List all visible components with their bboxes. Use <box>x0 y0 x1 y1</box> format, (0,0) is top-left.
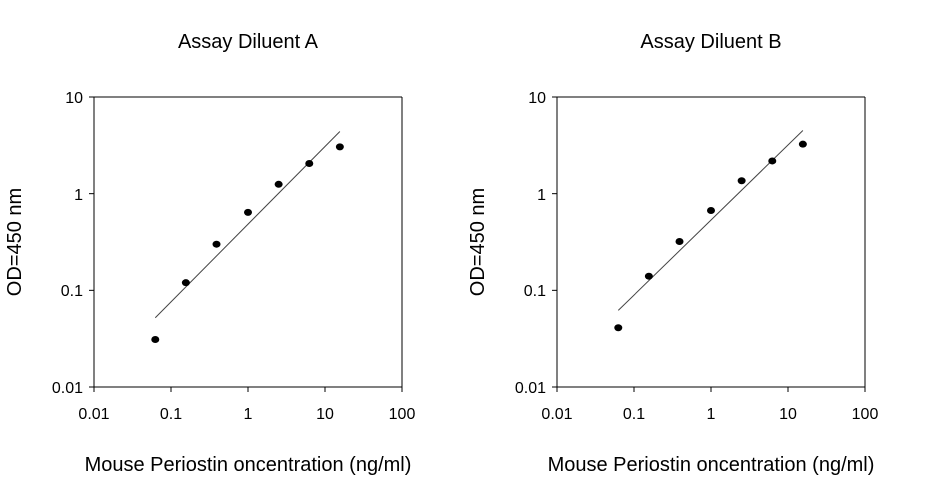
x-tick-label-a-2: 1 <box>244 406 253 423</box>
y-tick-label-b-2: 1 <box>537 187 546 204</box>
y-tick-label-a-2: 1 <box>74 187 83 204</box>
chart-title-b: Assay Diluent B <box>640 31 781 53</box>
y-tick-label-b-3: 10 <box>528 90 546 107</box>
trend-line-a <box>154 131 341 319</box>
x-tick-label-b-3: 10 <box>779 406 797 423</box>
axis-ticks-a <box>89 96 403 392</box>
data-point-b-3 <box>707 206 715 214</box>
data-marks-b <box>614 130 807 332</box>
y-tick-label-b-1: 0.1 <box>524 283 546 300</box>
chart-title-a: Assay Diluent A <box>178 31 319 53</box>
axis-ticks-b <box>552 96 866 392</box>
data-point-b-4 <box>737 177 746 185</box>
data-point-b-2 <box>675 238 684 246</box>
data-point-b-6 <box>798 140 807 148</box>
data-marks-a <box>151 131 344 344</box>
chart-panel-a: Assay Diluent A OD=450 nm Mouse Periosti… <box>4 31 415 476</box>
x-tick-label-a-3: 10 <box>316 406 334 423</box>
data-point-a-5 <box>305 160 314 168</box>
data-point-a-2 <box>212 240 221 248</box>
x-tick-label-a-1: 0.1 <box>160 406 182 423</box>
y-axis-label-b: OD=450 nm <box>467 188 489 296</box>
data-point-a-3 <box>244 208 252 216</box>
data-point-a-0 <box>151 336 160 344</box>
data-point-b-5 <box>768 157 777 165</box>
x-axis-label-a: Mouse Periostin oncentration (ng/ml) <box>85 454 412 476</box>
x-tick-label-b-2: 1 <box>707 406 716 423</box>
x-tick-label-a-0: 0.01 <box>78 406 109 423</box>
y-axis-label-a: OD=450 nm <box>4 188 26 296</box>
trend-line-b <box>617 130 804 311</box>
chart-panel-b: Assay Diluent B OD=450 nm Mouse Periosti… <box>467 31 878 476</box>
y-tick-label-a-0: 0.01 <box>52 380 83 397</box>
x-tick-label-b-0: 0.01 <box>541 406 572 423</box>
data-point-a-1 <box>181 279 190 287</box>
y-tick-label-a-3: 10 <box>65 90 83 107</box>
data-point-b-0 <box>614 324 623 332</box>
data-point-a-6 <box>335 143 344 151</box>
x-axis-label-b: Mouse Periostin oncentration (ng/ml) <box>548 454 875 476</box>
y-tick-label-b-0: 0.01 <box>515 380 546 397</box>
x-tick-label-b-1: 0.1 <box>623 406 645 423</box>
x-tick-label-a-4: 100 <box>389 406 416 423</box>
data-point-a-4 <box>274 180 283 188</box>
y-tick-label-a-1: 0.1 <box>61 283 83 300</box>
data-point-b-1 <box>644 272 653 280</box>
x-tick-label-b-4: 100 <box>852 406 879 423</box>
